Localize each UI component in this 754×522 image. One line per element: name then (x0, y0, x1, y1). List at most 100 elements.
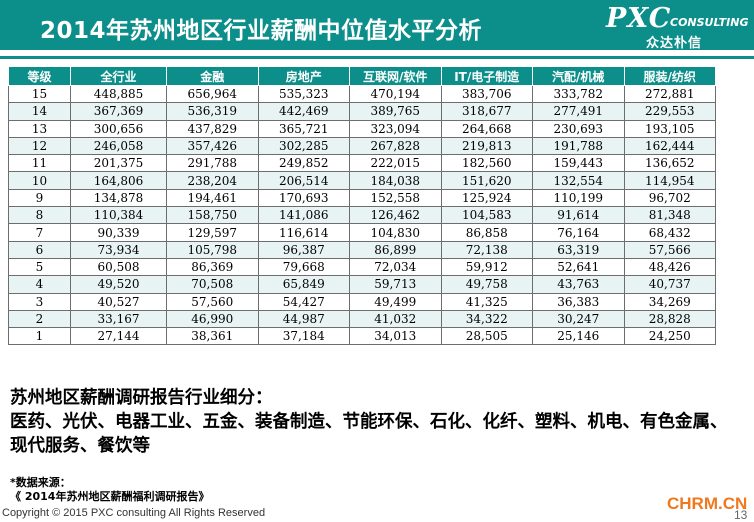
salary-cell: 43,763 (532, 275, 625, 294)
table-row: 4 49,520 70,508 65,849 59,713 49,758 43,763 40,… (8, 275, 716, 294)
grade-cell: 11 (8, 154, 71, 173)
salary-cell: 291,788 (166, 154, 259, 173)
chrm-watermark: CHRM.CN (667, 494, 748, 513)
salary-cell: 86,369 (166, 257, 259, 277)
salary-cell: 141,086 (257, 206, 350, 225)
salary-cell: 442,469 (257, 102, 350, 121)
salary-cell: 54,427 (257, 292, 350, 311)
salary-cell: 264,668 (440, 119, 533, 138)
salary-cell: 49,520 (70, 275, 167, 294)
salary-cell: 30,247 (532, 309, 625, 329)
grade-cell: 8 (8, 206, 71, 225)
logo-cn-name: 众达朴信 (646, 36, 703, 51)
salary-cell: 152,558 (349, 188, 442, 208)
salary-cell: 105,798 (166, 240, 259, 259)
title-bar: 2014年苏州地区行业薪酬中位值水平分析 PXC CONSULTING 众达朴信 (0, 0, 754, 51)
salary-cell: 132,554 (532, 171, 625, 190)
salary-cell: 277,491 (532, 102, 625, 121)
salary-cell: 323,094 (349, 119, 442, 138)
salary-cell: 27,144 (70, 327, 167, 346)
table-row: 7 90,339 129,597 116,614 104,830 86,858 76,164… (8, 223, 716, 242)
salary-cell: 49,499 (349, 292, 442, 311)
salary-table: 等级 全行业 金融 房地产 互联网/软件 IT/电子制造 汽配/机械 服装/纺织 15 448,… (8, 66, 716, 346)
table-row: 1 27,144 38,361 37,184 34,013 28,505 25,146 24,… (8, 327, 716, 346)
salary-cell: 114,954 (623, 171, 716, 190)
salary-cell: 52,641 (532, 257, 625, 277)
salary-cell: 57,566 (623, 240, 716, 259)
salary-cell: 246,058 (70, 136, 167, 156)
grade-cell: 5 (8, 257, 71, 277)
salary-cell: 136,652 (623, 154, 716, 173)
salary-cell: 28,828 (623, 309, 716, 329)
salary-cell: 79,668 (257, 257, 350, 277)
salary-cell: 536,319 (166, 102, 259, 121)
salary-cell: 70,508 (166, 275, 259, 294)
salary-cell: 59,912 (440, 257, 533, 277)
table-row: 14 367,369 536,319 442,469 389,765 318,677 277… (8, 102, 716, 121)
salary-cell: 25,146 (532, 327, 625, 346)
salary-cell: 91,614 (532, 206, 625, 225)
table-header: 等级 全行业 金融 房地产 互联网/软件 IT/电子制造 汽配/机械 服装/纺织 (8, 66, 716, 86)
grade-cell: 12 (8, 136, 71, 156)
salary-cell: 24,250 (623, 327, 716, 346)
copyright: Copyright © 2015 PXC consulting All Righ… (2, 507, 266, 519)
salary-cell: 44,987 (257, 309, 350, 329)
salary-cell: 191,788 (532, 136, 625, 156)
salary-cell: 249,852 (257, 154, 350, 173)
industry-note: 苏州地区薪酬调研报告行业细分： 医药、光伏、电器工业、五金、装备制造、节能环保、… (10, 386, 750, 458)
pxc-logo: PXC CONSULTING 众达朴信 (606, 3, 754, 51)
page-number: 13 (734, 508, 748, 522)
salary-cell: 59,713 (349, 275, 442, 294)
salary-cell: 110,199 (532, 188, 625, 208)
salary-cell: 104,583 (440, 206, 533, 225)
grade-cell: 7 (8, 223, 71, 242)
salary-cell: 49,758 (440, 275, 533, 294)
source-label: *数据来源： (10, 476, 71, 489)
salary-cell: 110,384 (70, 206, 167, 225)
salary-cell: 46,990 (166, 309, 259, 329)
salary-cell: 72,138 (440, 240, 533, 259)
table-row: 6 73,934 105,798 96,387 86,899 72,138 63,319 57… (8, 240, 716, 259)
salary-cell: 60,508 (70, 257, 167, 277)
salary-cell: 162,444 (623, 136, 716, 156)
grade-cell: 4 (8, 275, 71, 294)
salary-cell: 229,553 (623, 102, 716, 121)
salary-cell: 41,325 (440, 292, 533, 311)
salary-cell: 34,013 (349, 327, 442, 346)
table-row: 2 33,167 46,990 44,987 41,032 34,322 30,247 28,… (8, 309, 716, 329)
salary-cell: 318,677 (440, 102, 533, 121)
column-header: 金融 (166, 66, 259, 86)
salary-cell: 41,032 (349, 309, 442, 329)
salary-cell: 40,737 (623, 275, 716, 294)
column-header: 互联网/软件 (349, 66, 442, 86)
grade-cell: 9 (8, 188, 71, 208)
table-row: 10 164,806 238,204 206,514 184,038 151,620 132… (8, 171, 716, 190)
table-row: 11 201,375 291,788 249,852 222,015 182,560 159… (8, 154, 716, 173)
salary-cell: 37,184 (257, 327, 350, 346)
salary-cell: 302,285 (257, 136, 350, 156)
column-header: 全行业 (70, 66, 167, 86)
table-row: 8 110,384 158,750 141,086 126,462 104,583 91,6… (8, 206, 716, 225)
salary-cell: 448,885 (70, 84, 167, 104)
salary-cell: 65,849 (257, 275, 350, 294)
salary-cell: 300,656 (70, 119, 167, 138)
salary-cell: 194,461 (166, 188, 259, 208)
salary-cell: 333,782 (532, 84, 625, 104)
salary-cell: 96,702 (623, 188, 716, 208)
salary-cell: 48,426 (623, 257, 716, 277)
salary-cell: 193,105 (623, 119, 716, 138)
salary-cell: 230,693 (532, 119, 625, 138)
salary-cell: 104,830 (349, 223, 442, 242)
salary-cell: 90,339 (70, 223, 167, 242)
salary-cell: 63,319 (532, 240, 625, 259)
grade-cell: 1 (8, 327, 71, 346)
salary-cell: 151,620 (440, 171, 533, 190)
header-row: 等级 全行业 金融 房地产 互联网/软件 IT/电子制造 汽配/机械 服装/纺织 (8, 66, 716, 86)
salary-cell: 206,514 (257, 171, 350, 190)
salary-cell: 34,269 (623, 292, 716, 311)
grade-cell: 10 (8, 171, 71, 190)
salary-cell: 34,322 (440, 309, 533, 329)
salary-cell: 238,204 (166, 171, 259, 190)
salary-cell: 470,194 (349, 84, 442, 104)
column-header: 服装/纺织 (623, 66, 716, 86)
